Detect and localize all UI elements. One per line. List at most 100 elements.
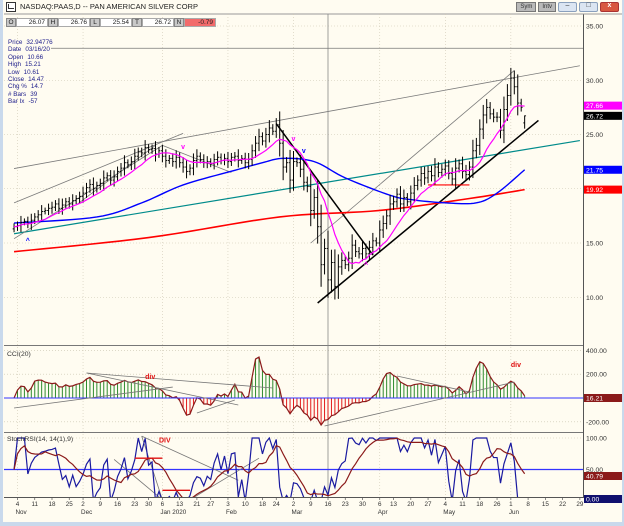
moving-average-fast-line (13, 105, 525, 265)
price-value-tag: 21.75 (586, 167, 603, 174)
x-axis-day-label: 15 (542, 501, 550, 508)
price-bar (419, 166, 423, 187)
price-bar (392, 195, 395, 210)
x-axis-day-label: 26 (494, 501, 502, 508)
price-bar (133, 148, 137, 170)
x-axis-month-label: Nov (16, 509, 28, 516)
x-axis-day-label: 27 (207, 501, 215, 508)
divergence-label: DIV (159, 437, 171, 444)
price-bar (129, 156, 133, 171)
price-bar (60, 198, 64, 215)
x-axis-day-label: 2 (81, 501, 85, 508)
price-bar (102, 170, 106, 191)
price-bar (271, 124, 275, 136)
x-axis-day-label: 20 (407, 501, 415, 508)
trendline-gray (310, 70, 515, 244)
price-bar (430, 165, 433, 182)
price-bar (81, 186, 85, 203)
close-button[interactable]: x (600, 2, 619, 12)
cci-trendline (13, 386, 173, 409)
data-window-row: Date 03/16/20 (8, 46, 53, 53)
price-bar (399, 186, 402, 213)
x-axis-day-label: 13 (176, 501, 184, 508)
price-bar (312, 189, 316, 219)
data-window-value: 10.61 (23, 68, 40, 76)
price-bar (78, 191, 81, 204)
symbol-button[interactable]: Sym (516, 2, 537, 12)
price-bar (478, 119, 482, 156)
x-axis-month-label: Feb (226, 509, 237, 516)
cci-panel: div div (4, 356, 583, 427)
data-window-row: Low 10.61 (8, 69, 53, 76)
x-axis-day-label: 18 (259, 501, 267, 508)
price-bar (368, 240, 371, 261)
price-value-tag: 19.92 (586, 187, 603, 194)
price-axis-label: 15.00 (586, 241, 603, 248)
trendline-gray (13, 145, 163, 239)
price-axis-label: 30.00 (586, 78, 603, 85)
price-bar (250, 144, 254, 166)
x-axis-day-label: 3 (226, 501, 230, 508)
data-window-row: High 15.21 (8, 61, 53, 68)
cci-axis-label: -200.00 (586, 419, 609, 426)
interval-button[interactable]: Intv (538, 2, 556, 12)
chart-window-icon (6, 1, 16, 12)
price-bar (136, 147, 140, 161)
price-bar (440, 164, 444, 178)
maximize-icon: □ (586, 2, 591, 9)
price-bar (50, 201, 54, 214)
price-bar (292, 150, 295, 191)
price-bar (185, 160, 188, 179)
price-bar (481, 104, 485, 140)
price-bar (278, 111, 282, 157)
price-bar (388, 194, 392, 225)
cci-axis-label: 200.00 (586, 372, 607, 379)
price-bar (316, 180, 320, 244)
price-bar (402, 189, 406, 212)
price-bar (188, 164, 192, 176)
data-window-label: Price (8, 39, 23, 46)
price-value-tag-bg (584, 185, 622, 194)
data-window-value: 03/16/20 (25, 46, 50, 54)
open-label: O (6, 18, 16, 27)
price-bar (512, 70, 516, 95)
x-axis-day-label: 27 (425, 501, 433, 508)
stoch-axis-label: 100.00 (586, 436, 607, 443)
price-bar (95, 181, 99, 193)
cci-title: CCI(20) (7, 351, 31, 358)
data-window-value: 32.94776 (26, 39, 53, 46)
price-bar (192, 153, 195, 176)
signal-marker: ^ (364, 261, 368, 269)
price-bar (198, 152, 202, 164)
price-axis-label: 35.00 (586, 24, 603, 31)
price-bar (236, 149, 240, 168)
price-value-tag-bg (584, 111, 622, 120)
price-bar (523, 115, 527, 129)
price-bar (295, 157, 299, 167)
price-bar (492, 108, 495, 123)
maximize-button[interactable]: □ (579, 2, 598, 12)
price-bar (164, 149, 168, 168)
price-panel: vvv^^ (12, 65, 580, 304)
cci-trendline (445, 381, 515, 399)
trendline-black (317, 119, 539, 304)
x-axis-day-label: 10 (242, 501, 250, 508)
window-title: NASDAQ:PAAS,D -- PAN AMERICAN SILVER COR… (20, 2, 198, 11)
price-bar (216, 151, 219, 166)
price-bar (219, 153, 223, 165)
data-window-value: -57 (28, 98, 38, 106)
open-value: 26.07 (16, 18, 48, 27)
price-bar (319, 204, 323, 287)
minimize-button[interactable]: – (558, 2, 577, 12)
data-window-value: 14.7 (30, 83, 44, 91)
x-axis-day-label: 29 (576, 501, 584, 508)
x-axis-day-label: 13 (390, 501, 398, 508)
cci-trendline (396, 375, 470, 393)
x-axis-day-label: 4 (444, 501, 448, 508)
price-bar (105, 172, 109, 182)
price-value-tag-bg (584, 101, 622, 110)
price-bar (330, 249, 333, 293)
price-bar (54, 200, 57, 212)
price-bar (485, 98, 489, 124)
